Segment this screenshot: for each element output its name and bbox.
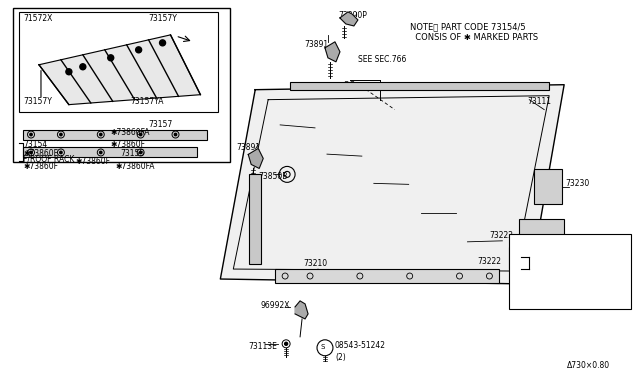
Text: 73222: 73222 — [477, 257, 502, 266]
Polygon shape — [295, 301, 308, 319]
Bar — [275, 269, 499, 283]
Circle shape — [30, 133, 32, 136]
Bar — [509, 247, 559, 269]
Circle shape — [60, 133, 62, 136]
Bar — [509, 234, 631, 309]
Circle shape — [66, 69, 72, 75]
Text: ✱73860F: ✱73860F — [111, 140, 146, 148]
Text: (RR): (RR) — [533, 282, 548, 289]
Polygon shape — [340, 12, 358, 26]
Text: S: S — [321, 344, 325, 350]
Bar — [519, 219, 564, 239]
Text: 73850B: 73850B — [258, 172, 287, 182]
Text: 73891: 73891 — [236, 142, 260, 151]
Bar — [13, 8, 230, 163]
Text: 96992X: 96992X — [260, 301, 290, 310]
Text: 73150N: 73150N — [533, 272, 563, 281]
Text: 08543-51242: 08543-51242 — [335, 341, 386, 350]
Text: 73157: 73157 — [148, 119, 173, 129]
Text: 73113E: 73113E — [248, 342, 277, 351]
Text: 73157YA: 73157YA — [131, 97, 164, 106]
Text: ✱73860F: ✱73860F — [23, 150, 58, 158]
Text: (FR&CTR): (FR&CTR) — [533, 261, 567, 267]
Text: (2): (2) — [335, 353, 346, 362]
Circle shape — [30, 151, 32, 154]
Circle shape — [159, 40, 166, 46]
Text: EXC.F/ROOF RACK: EXC.F/ROOF RACK — [513, 237, 575, 243]
Bar — [19, 12, 218, 112]
Text: 73891: 73891 — [304, 40, 328, 49]
Text: ✱73860FA: ✱73860FA — [111, 128, 150, 137]
Text: CONSIS OF ✱ MARKED PARTS: CONSIS OF ✱ MARKED PARTS — [410, 33, 538, 42]
Text: 73157Y: 73157Y — [23, 97, 52, 106]
Text: 73222: 73222 — [490, 231, 513, 240]
Circle shape — [108, 55, 114, 61]
Bar — [534, 169, 562, 204]
Circle shape — [60, 151, 62, 154]
Text: ✱73860FA: ✱73860FA — [116, 163, 156, 171]
Circle shape — [100, 133, 102, 136]
Text: 73162: 73162 — [533, 251, 557, 260]
Text: 73157Y: 73157Y — [148, 14, 177, 23]
Text: 73155: 73155 — [121, 150, 145, 158]
Circle shape — [140, 133, 142, 136]
Text: 73210: 73210 — [303, 259, 327, 268]
Circle shape — [174, 133, 177, 136]
Text: NOTE⧸ PART CODE 73154/5: NOTE⧸ PART CODE 73154/5 — [410, 22, 525, 31]
Text: ✱73860F: ✱73860F — [23, 163, 58, 171]
Bar — [249, 174, 261, 264]
Circle shape — [140, 151, 142, 154]
Polygon shape — [325, 42, 340, 62]
Circle shape — [285, 342, 287, 345]
Text: 71572X: 71572X — [23, 14, 52, 23]
Bar — [23, 129, 207, 140]
Bar — [290, 82, 549, 90]
Text: 73111: 73111 — [527, 97, 551, 106]
Text: SEE SEC.766: SEE SEC.766 — [358, 55, 406, 64]
Polygon shape — [39, 35, 200, 105]
Circle shape — [136, 47, 141, 53]
Text: F/ROOF RACK: F/ROOF RACK — [23, 154, 74, 163]
Circle shape — [80, 64, 86, 70]
Bar — [23, 147, 197, 157]
Circle shape — [100, 151, 102, 154]
Text: 73890P: 73890P — [338, 11, 367, 20]
Text: ✱73860F: ✱73860F — [76, 157, 111, 166]
Text: 73230: 73230 — [565, 179, 589, 188]
Text: 73154: 73154 — [23, 140, 47, 148]
Polygon shape — [248, 148, 263, 169]
Polygon shape — [220, 85, 564, 284]
Text: Δ730×0.80: Δ730×0.80 — [567, 361, 611, 370]
